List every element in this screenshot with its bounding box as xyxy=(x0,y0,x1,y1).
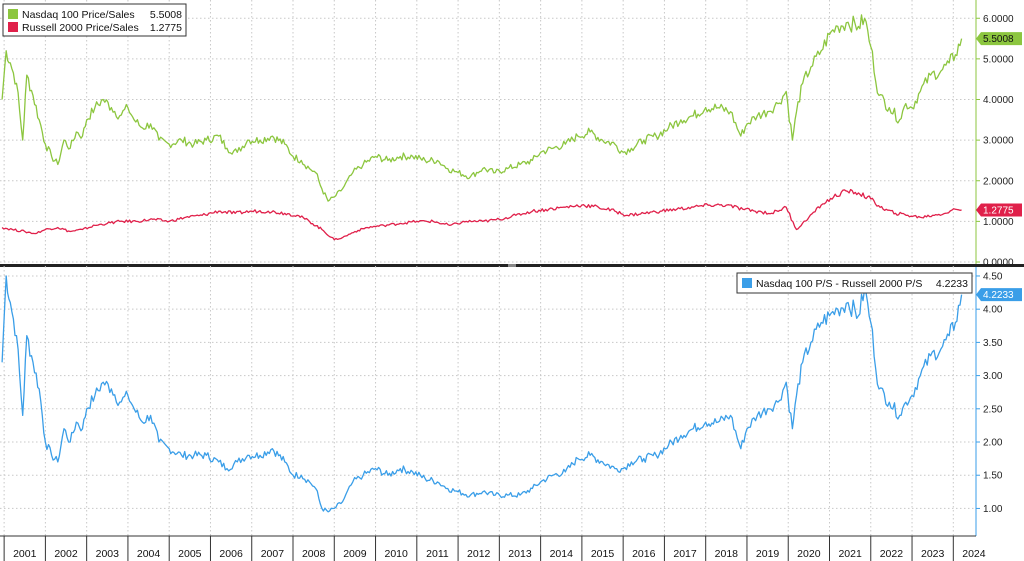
x-tick-label-2003: 2003 xyxy=(96,548,120,560)
bottom-y-tick-label-6: 4.00 xyxy=(983,305,1003,316)
x-tick-label-2006: 2006 xyxy=(219,548,243,560)
last-value-badge-nasdaq-100-p-s-russell-2000-p-s xyxy=(976,288,1022,302)
bottom-legend: Nasdaq 100 P/S - Russell 2000 P/S 4.2233 xyxy=(736,272,973,294)
last-value-label-russell-2000-price-sales: 1.2775 xyxy=(983,206,1014,217)
top-y-tick-label-5: 5.0000 xyxy=(983,54,1014,65)
bottom-series-lines xyxy=(1,275,963,513)
top-y-tick-label-2: 2.0000 xyxy=(983,176,1014,187)
x-tick-label-2020: 2020 xyxy=(797,548,821,560)
bottom-y-axis: 1.00 1.50 2.00 2.50 3.00 3.50 4.00 4.50 xyxy=(976,271,1003,515)
last-value-badge-nasdaq-100-price-sales xyxy=(976,32,1022,46)
series-line-russell-2000-price-sales xyxy=(1,188,962,241)
legend-swatch-russell-ps xyxy=(8,22,18,32)
top-legend: Nasdaq 100 Price/Sales 5.5008 Russell 20… xyxy=(2,3,187,37)
bottom-y-tick-label-0: 1.00 xyxy=(983,504,1003,515)
x-tick-label-2019: 2019 xyxy=(756,548,780,560)
bottom-y-tick-label-4: 3.00 xyxy=(983,371,1003,382)
bottom-panel: 1.001.502.002.503.003.504.004.50 4.2233 … xyxy=(0,266,1022,536)
top-y-tick-label-3: 3.0000 xyxy=(983,136,1014,147)
x-tick-label-2001: 2001 xyxy=(13,548,37,560)
top-y-tick-label-4: 4.0000 xyxy=(983,95,1014,106)
x-tick-label-2009: 2009 xyxy=(343,548,367,560)
x-tick-label-2010: 2010 xyxy=(384,548,408,560)
series-line-nasdaq-100-p-s-russell-2000-p-s xyxy=(1,275,963,513)
legend-label-ps-spread: Nasdaq 100 P/S - Russell 2000 P/S xyxy=(756,278,922,290)
bottom-last-value-badges: 4.2233 xyxy=(976,288,1022,302)
bottom-y-tick-label-3: 2.50 xyxy=(983,404,1003,415)
x-tick-label-2011: 2011 xyxy=(426,548,449,560)
x-tick-label-2002: 2002 xyxy=(54,548,78,560)
legend-swatch-ps-spread xyxy=(742,278,752,288)
last-value-badge-russell-2000-price-sales xyxy=(976,203,1022,217)
x-tick-label-2008: 2008 xyxy=(302,548,326,560)
top-y-tick-label-6: 6.0000 xyxy=(983,14,1014,25)
x-tick-label-2016: 2016 xyxy=(632,548,656,560)
x-tick-label-2024: 2024 xyxy=(962,548,986,560)
bottom-y-tick-label-7: 4.50 xyxy=(983,271,1003,282)
x-tick-label-2023: 2023 xyxy=(921,548,945,560)
panel-resize-handle[interactable] xyxy=(508,264,516,267)
x-tick-label-2017: 2017 xyxy=(673,548,697,560)
legend-label-nasdaq-ps: Nasdaq 100 Price/Sales xyxy=(22,9,135,21)
x-axis: 2001 2002 2003 2004 2005 2006 2007 2008 2009 2010… xyxy=(0,535,986,561)
top-y-axis: 0.0000 1.0000 2.0000 3.0000 4.0000 5.0000 6.00… xyxy=(976,14,1014,269)
x-tick-label-2004: 2004 xyxy=(137,548,161,560)
x-tick-label-2007: 2007 xyxy=(261,548,285,560)
x-tick-label-2015: 2015 xyxy=(591,548,615,560)
legend-value-russell-ps: 1.2775 xyxy=(150,22,182,34)
bottom-legend-box xyxy=(736,272,973,294)
legend-value-ps-spread: 4.2233 xyxy=(936,278,968,290)
legend-value-nasdaq-ps: 5.5008 xyxy=(150,9,182,21)
legend-swatch-nasdaq-ps xyxy=(8,9,18,19)
x-tick-label-2005: 2005 xyxy=(178,548,202,560)
bottom-y-tick-label-5: 3.50 xyxy=(983,338,1003,349)
last-value-label-nasdaq-100-p-s-russell-2000-p-s: 4.2233 xyxy=(983,290,1014,301)
series-line-nasdaq-100-price-sales xyxy=(1,14,963,202)
top-y-tick-label-1: 1.0000 xyxy=(983,217,1014,228)
top-last-value-badges: 5.5008 1.2775 xyxy=(976,32,1022,217)
x-tick-label-2013: 2013 xyxy=(508,548,532,560)
bottom-gridlines xyxy=(0,266,976,536)
top-legend-box xyxy=(2,3,187,37)
last-value-label-nasdaq-100-price-sales: 5.5008 xyxy=(983,34,1014,45)
bottom-y-tick-label-2: 2.00 xyxy=(983,438,1003,449)
x-tick-label-2022: 2022 xyxy=(880,548,904,560)
x-tick-label-2018: 2018 xyxy=(715,548,739,560)
x-tick-label-2014: 2014 xyxy=(550,548,574,560)
x-tick-label-2021: 2021 xyxy=(838,548,862,560)
x-tick-label-2012: 2012 xyxy=(467,548,491,560)
top-panel: 0.0000 1.0000 2.0000 3.0000 4.0000 5.0000 6.00… xyxy=(0,0,1022,269)
top-series-lines xyxy=(1,14,963,241)
legend-label-russell-ps: Russell 2000 Price/Sales xyxy=(22,22,139,34)
bottom-y-tick-label-1: 1.50 xyxy=(983,471,1003,482)
top-y-tick-label-0: 0.0000 xyxy=(983,258,1014,269)
